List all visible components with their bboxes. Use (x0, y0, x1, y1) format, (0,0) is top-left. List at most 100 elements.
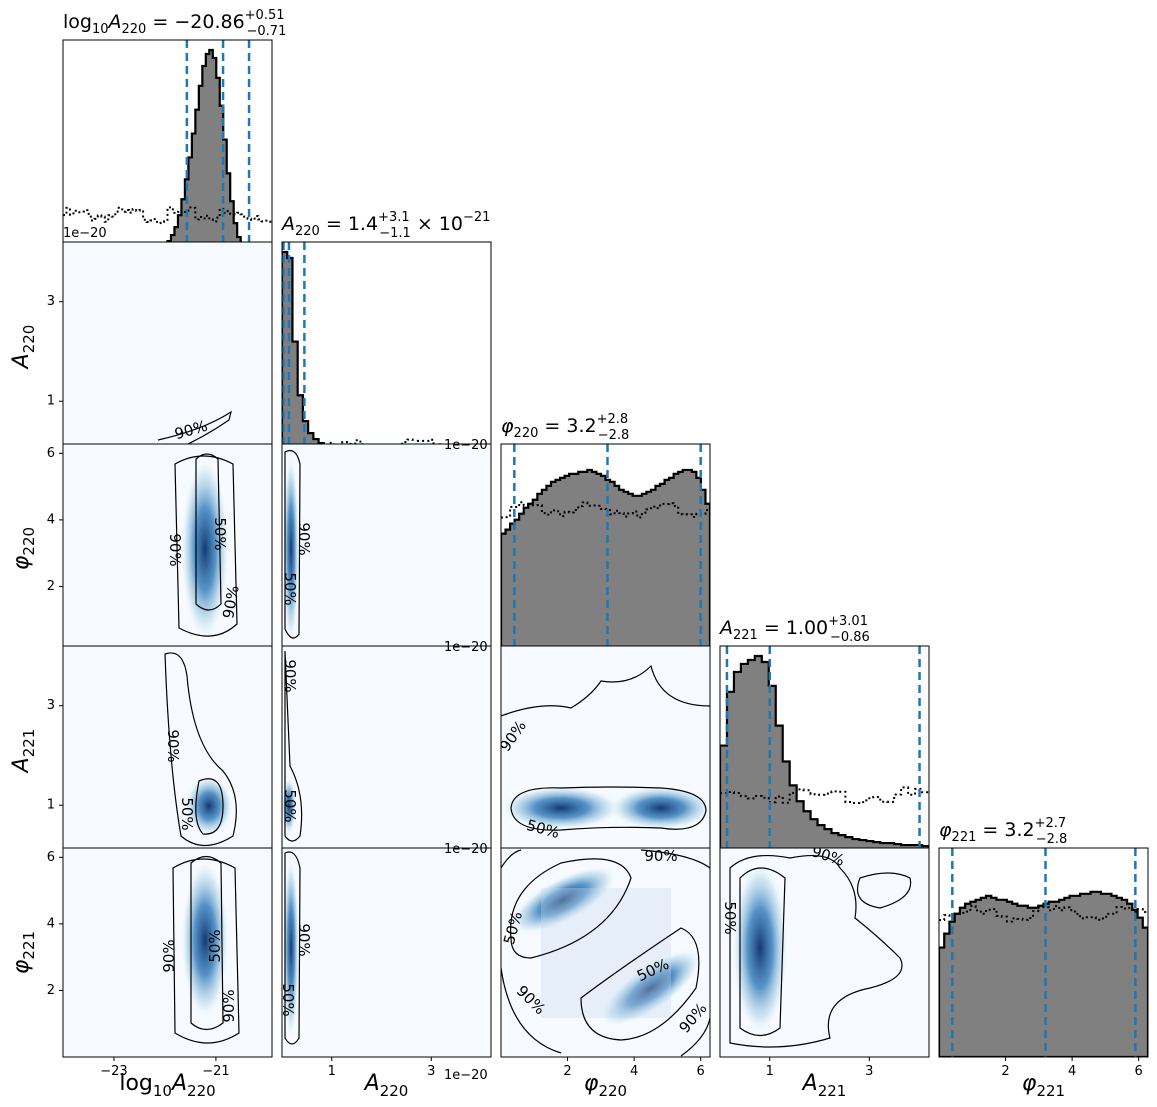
contour-90-island (856, 872, 912, 909)
contour-label-50: 50% (721, 901, 739, 934)
x-axis-label-phi220: φ220 (584, 1071, 627, 1100)
x-tick-label-A221: 1 (766, 1064, 774, 1079)
posterior-histogram-phi220 (501, 468, 710, 653)
contour-50 (195, 778, 224, 835)
y-tick-label-phi220: 4 (47, 512, 55, 527)
axes-frame (281, 847, 492, 1058)
offset-text-phi220: 1e−20 (444, 640, 488, 655)
title-phi221: φ221 = 3.2+2.7 −2.8 (939, 816, 1067, 847)
title-phi220: φ220 = 3.2+2.8 −2.8 (501, 412, 629, 443)
contour-label-90: 90% (281, 659, 299, 692)
axes-frame (62, 847, 273, 1058)
contour-label-90: 90% (166, 533, 184, 566)
density-core (283, 454, 299, 644)
offset-text-A221: 1e−20 (444, 842, 488, 857)
prior-histogram-log10A220 (63, 206, 272, 225)
density-core-2 (609, 786, 710, 830)
contour-90 (174, 455, 238, 637)
y-tick-label-phi220: 6 (47, 446, 55, 461)
x-tick-label-phi221: 4 (1068, 1064, 1076, 1079)
panel-A221-vs-log10A220: 90% 50% 1 3 (47, 645, 273, 859)
contour-90 (164, 652, 237, 847)
title-log10A220: log10A220 = −20.86+0.51 −0.71 (63, 8, 286, 39)
posterior-histogram-A221 (720, 654, 929, 855)
panel-phi221-vs-log10A220: 90% 50% 90% −23 −21 2 4 6 (47, 847, 273, 1079)
y-tick-label-A220: 3 (47, 294, 55, 309)
panel-A221-vs-A220: 90% 50% (281, 645, 492, 859)
contour-label-50: 50% (281, 572, 299, 605)
density-background (63, 646, 272, 855)
density-ring (541, 888, 671, 1018)
density-background (282, 444, 491, 653)
x-axis-label-phi221: φ221 (1022, 1071, 1065, 1100)
density-core (283, 856, 299, 1040)
panel-A220-vs-log10A220: 90%13 (47, 241, 273, 455)
x-tick-label-log10A220: −23 (100, 1064, 127, 1079)
contour-90d (680, 1017, 710, 1057)
contour-label-90: 90% (295, 522, 313, 555)
contour-label-50: 50% (206, 929, 224, 962)
y-tick-label-phi221: 4 (47, 916, 55, 931)
y-axis-label-phi220: φ220 (9, 527, 38, 570)
contour-label-90b: 90% (220, 989, 238, 1022)
y-tick-label-phi220: 2 (47, 579, 55, 594)
contour-90 (284, 449, 301, 639)
offset-text-x-A220: 1e−20 (444, 1068, 488, 1083)
offset-text-A220: 1e−20 (444, 438, 488, 453)
contour-90c (501, 967, 562, 1054)
title-A221: A221 = 1.00+3.01 −0.86 (718, 614, 870, 645)
diag-panel-phi221: 2 4 6 (938, 847, 1149, 1079)
diag-panel-A221 (719, 645, 930, 859)
panel-phi221-vs-phi220: 90%50%50%90% 90%2 4 6 (500, 847, 711, 1079)
contour-90 (501, 849, 522, 869)
panel-phi220-vs-A220: 90% 50% (281, 443, 492, 657)
diag-panel-log10A220 (62, 39, 273, 253)
panel-phi221-vs-A220: 90% 50% 1 3 (281, 847, 492, 1079)
density-core-2 (600, 949, 702, 1027)
x-axis-label-A221: A221 (801, 1071, 847, 1100)
panel-A221-vs-phi220: 90%50% (500, 645, 711, 859)
title-A220: A220 = 1.4+3.1 −1.1 × 10−21 (280, 210, 490, 241)
density-background (282, 848, 491, 1057)
x-tick-label-A220: 1 (328, 1064, 336, 1079)
prior-histogram-phi221 (939, 904, 1148, 923)
density-background (282, 646, 491, 855)
x-tick-label-phi220: 2 (563, 1064, 571, 1079)
axes-frame (62, 39, 273, 250)
x-tick-label-log10A220: −21 (202, 1064, 229, 1079)
contour-50 (739, 867, 786, 1037)
contour-label-50: 50% (178, 797, 196, 830)
panel-phi221-vs-A221: 90%50%1 3 (719, 847, 930, 1079)
contour-50 (509, 858, 632, 959)
prior-histogram-phi220 (501, 501, 710, 519)
contour-90 (501, 664, 710, 717)
density-core (181, 457, 229, 641)
prior-histogram-A221 (720, 786, 929, 805)
y-tick-label-A220: 1 (47, 394, 55, 409)
y-tick-label-A221: 3 (47, 698, 55, 713)
contour-50 (190, 855, 224, 1031)
x-tick-label-phi220: 6 (697, 1064, 705, 1079)
contour-50b (580, 927, 700, 1041)
x-tick-label-A221: 3 (865, 1064, 873, 1079)
posterior-histogram-A220 (282, 250, 491, 451)
axes-frame (500, 847, 711, 1058)
y-axis-label-phi221: φ221 (9, 931, 38, 974)
axes-frame (281, 241, 492, 452)
density-background (63, 242, 272, 451)
contour-90 (157, 410, 232, 451)
x-axis-label-log10A220: log10A220 (119, 1071, 215, 1100)
contour-label-50: 50% (211, 517, 229, 550)
posterior-histogram-log10A220 (63, 48, 272, 249)
contour-label-90: 90% (295, 923, 313, 956)
x-axis-label-A220: A220 (363, 1071, 409, 1100)
contour-50 (510, 786, 707, 831)
density-core (181, 860, 229, 1020)
x-tick-label-phi221: 6 (1135, 1064, 1143, 1079)
contour-90 (729, 854, 903, 1048)
density-core (501, 786, 621, 830)
y-tick-label-phi221: 2 (47, 983, 55, 998)
density-core (509, 865, 617, 935)
diag-panel-phi220 (500, 443, 711, 657)
contour-90 (172, 858, 240, 1044)
